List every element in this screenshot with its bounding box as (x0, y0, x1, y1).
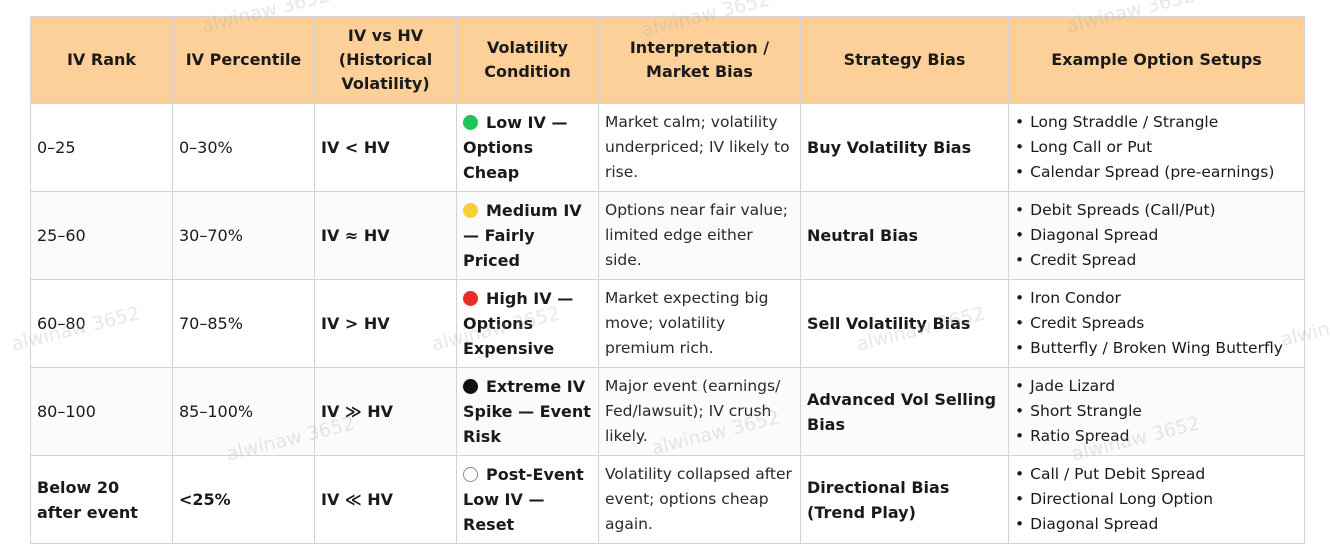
list-item: Jade Lizard (1015, 374, 1298, 399)
table-row: 25–60 30–70% IV ≈ HV Medium IV — Fairly … (30, 191, 1305, 280)
iv-vs-hv-cell: IV ≈ HV (314, 191, 457, 280)
header-volatility-condition: Volatility Condition (456, 16, 599, 104)
list-item: Calendar Spread (pre-earnings) (1015, 160, 1298, 185)
strategy-bias-cell: Neutral Bias (800, 191, 1009, 280)
list-item: Short Strangle (1015, 399, 1298, 424)
condition-text: Post-Event Low IV — Reset (463, 465, 584, 534)
iv-rank-cell: 80–100 (30, 367, 173, 456)
status-dot-icon (463, 115, 478, 130)
header-example-setups: Example Option Setups (1008, 16, 1305, 104)
iv-vs-hv-cell: IV ≪ HV (314, 455, 457, 544)
volatility-condition-cell: Medium IV — Fairly Priced (456, 191, 599, 280)
example-setups-cell: Call / Put Debit Spread Directional Long… (1008, 455, 1305, 544)
interpretation-cell: Major event (earnings/ Fed/lawsuit); IV … (598, 367, 801, 456)
example-setups-cell: Iron Condor Credit Spreads Butterfly / B… (1008, 279, 1305, 368)
list-item: Call / Put Debit Spread (1015, 462, 1298, 487)
table-row: 0–25 0–30% IV < HV Low IV — Options Chea… (30, 103, 1305, 192)
volatility-condition-cell: Post-Event Low IV — Reset (456, 455, 599, 544)
list-item: Credit Spread (1015, 248, 1298, 273)
iv-percentile-cell: 85–100% (172, 367, 315, 456)
example-setups-cell: Jade Lizard Short Strangle Ratio Spread (1008, 367, 1305, 456)
interpretation-cell: Options near fair value; limited edge ei… (598, 191, 801, 280)
condition-text: High IV — Options Expensive (463, 289, 574, 358)
volatility-strategy-table: IV Rank IV Percentile IV vs HV (Historic… (30, 16, 1305, 544)
header-strategy-bias: Strategy Bias (800, 16, 1009, 104)
volatility-table-container: IV Rank IV Percentile IV vs HV (Historic… (30, 16, 1305, 544)
status-dot-icon (463, 379, 478, 394)
iv-rank-cell: 60–80 (30, 279, 173, 368)
condition-text: Medium IV — Fairly Priced (463, 201, 582, 270)
list-item: Butterfly / Broken Wing Butterfly (1015, 336, 1298, 361)
strategy-bias-cell: Sell Volatility Bias (800, 279, 1009, 368)
status-dot-icon (463, 467, 478, 482)
iv-rank-cell: Below 20 after event (30, 455, 173, 544)
strategy-bias-cell: Advanced Vol Selling Bias (800, 367, 1009, 456)
list-item: Debit Spreads (Call/Put) (1015, 198, 1298, 223)
iv-percentile-cell: 70–85% (172, 279, 315, 368)
list-item: Credit Spreads (1015, 311, 1298, 336)
condition-text: Low IV — Options Cheap (463, 113, 568, 182)
header-interpretation: Interpretation / Market Bias (598, 16, 801, 104)
iv-rank-cell: 0–25 (30, 103, 173, 192)
header-iv-vs-hv: IV vs HV (Historical Volatility) (314, 16, 457, 104)
header-iv-percentile: IV Percentile (172, 16, 315, 104)
list-item: Diagonal Spread (1015, 512, 1298, 537)
iv-percentile-cell: 30–70% (172, 191, 315, 280)
volatility-condition-cell: High IV — Options Expensive (456, 279, 599, 368)
status-dot-icon (463, 203, 478, 218)
list-item: Long Call or Put (1015, 135, 1298, 160)
list-item: Directional Long Option (1015, 487, 1298, 512)
table-row: 80–100 85–100% IV ≫ HV Extreme IV Spike … (30, 367, 1305, 456)
iv-percentile-cell: <25% (172, 455, 315, 544)
list-item: Long Straddle / Strangle (1015, 110, 1298, 135)
strategy-bias-cell: Buy Volatility Bias (800, 103, 1009, 192)
list-item: Ratio Spread (1015, 424, 1298, 449)
header-row: IV Rank IV Percentile IV vs HV (Historic… (30, 16, 1305, 104)
list-item: Iron Condor (1015, 286, 1298, 311)
iv-vs-hv-cell: IV > HV (314, 279, 457, 368)
interpretation-cell: Market calm; volatility underpriced; IV … (598, 103, 801, 192)
iv-vs-hv-cell: IV < HV (314, 103, 457, 192)
interpretation-cell: Market expecting big move; volatility pr… (598, 279, 801, 368)
table-row: Below 20 after event <25% IV ≪ HV Post-E… (30, 455, 1305, 544)
iv-rank-cell: 25–60 (30, 191, 173, 280)
table-row: 60–80 70–85% IV > HV High IV — Options E… (30, 279, 1305, 368)
condition-text: Extreme IV Spike — Event Risk (463, 377, 591, 446)
example-setups-cell: Long Straddle / Strangle Long Call or Pu… (1008, 103, 1305, 192)
iv-vs-hv-cell: IV ≫ HV (314, 367, 457, 456)
status-dot-icon (463, 291, 478, 306)
example-setups-cell: Debit Spreads (Call/Put) Diagonal Spread… (1008, 191, 1305, 280)
header-iv-rank: IV Rank (30, 16, 173, 104)
interpretation-cell: Volatility collapsed after event; option… (598, 455, 801, 544)
iv-percentile-cell: 0–30% (172, 103, 315, 192)
strategy-bias-cell: Directional Bias (Trend Play) (800, 455, 1009, 544)
list-item: Diagonal Spread (1015, 223, 1298, 248)
volatility-condition-cell: Low IV — Options Cheap (456, 103, 599, 192)
volatility-condition-cell: Extreme IV Spike — Event Risk (456, 367, 599, 456)
